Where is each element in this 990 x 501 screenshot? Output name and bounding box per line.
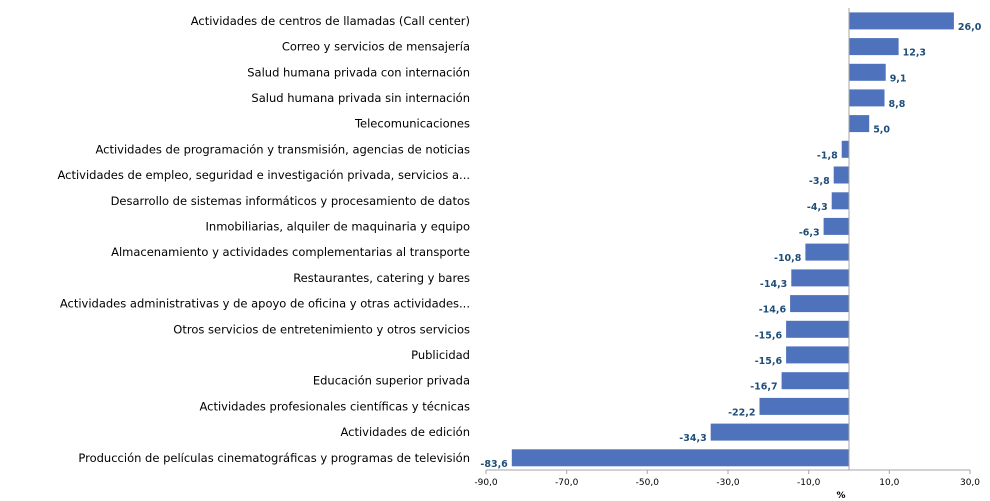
category-label-4: Salud humana privada sin internación (251, 91, 470, 105)
value-label-6: -1,8 (817, 150, 838, 161)
category-label-2: Correo y servicios de mensajería (282, 40, 470, 54)
value-label-13: -15,6 (755, 330, 783, 341)
value-label-12: -14,6 (759, 305, 787, 316)
bar-1 (849, 12, 954, 30)
bar-10 (805, 243, 849, 261)
bar-8 (831, 192, 849, 210)
category-label-3: Salud humana privada con internación (247, 65, 470, 79)
bar-15 (781, 372, 849, 390)
axis-layer (485, 8, 971, 474)
value-label-16: -22,2 (728, 407, 755, 418)
value-label-1: 26,0 (958, 22, 982, 33)
category-label-12: Actividades administrativas y de apoyo d… (60, 297, 470, 311)
value-label-2: 12,3 (903, 48, 926, 59)
category-label-11: Restaurantes, catering y bares (293, 271, 470, 285)
value-label-4: 8,8 (889, 99, 906, 110)
category-label-16: Actividades profesionales científicas y … (199, 399, 470, 413)
category-label-18: Producción de películas cinematográficas… (78, 451, 470, 465)
category-label-5: Telecomunicaciones (354, 117, 470, 131)
category-label-6: Actividades de programación y transmisió… (95, 142, 470, 156)
bars-layer (511, 12, 954, 467)
value-label-17: -34,3 (679, 433, 706, 444)
x-tick-label-5: -10,0 (797, 478, 821, 488)
labels-layer: Actividades de centros de llamadas (Call… (57, 14, 981, 488)
bar-9 (823, 217, 849, 235)
bar-2 (849, 38, 899, 56)
x-tick-label-6: 10,0 (879, 478, 899, 488)
bar-16 (759, 397, 849, 415)
category-label-1: Actividades de centros de llamadas (Call… (191, 14, 470, 28)
value-label-14: -15,6 (755, 356, 783, 367)
value-label-3: 9,1 (890, 73, 907, 84)
category-label-8: Desarrollo de sistemas informáticos y pr… (111, 194, 470, 208)
x-tick-label-2: -70,0 (555, 478, 579, 488)
x-tick-label-4: -30,0 (716, 478, 740, 488)
category-label-14: Publicidad (411, 348, 470, 362)
value-label-8: -4,3 (807, 202, 828, 213)
bar-13 (786, 320, 849, 338)
value-label-15: -16,7 (750, 382, 777, 393)
x-axis-title: % (836, 491, 845, 501)
bar-5 (849, 115, 870, 133)
category-label-15: Educación superior privada (313, 374, 470, 388)
x-tick-label-7: 30,0 (960, 478, 980, 488)
x-tick-label-1: -90,0 (474, 478, 498, 488)
bar-11 (791, 269, 849, 287)
category-label-13: Otros servicios de entretenimiento y otr… (173, 322, 470, 336)
value-label-9: -6,3 (799, 227, 820, 238)
value-label-11: -14,3 (760, 279, 787, 290)
bar-17 (710, 423, 849, 441)
category-label-7: Actividades de empleo, seguridad e inves… (57, 168, 470, 182)
bar-3 (849, 63, 886, 81)
bar-6 (841, 140, 849, 158)
value-label-5: 5,0 (873, 125, 890, 136)
value-label-7: -3,8 (809, 176, 830, 187)
bar-14 (786, 346, 849, 364)
x-tick-label-3: -50,0 (636, 478, 660, 488)
bar-4 (849, 89, 885, 107)
bar-18 (511, 449, 849, 467)
category-label-9: Inmobiliarias, alquiler de maquinaria y … (206, 219, 470, 233)
value-label-18: -83,6 (480, 459, 508, 470)
bar-12 (790, 295, 849, 313)
bar-7 (833, 166, 849, 184)
category-label-10: Almacenamiento y actividades complementa… (111, 245, 470, 259)
value-label-10: -10,8 (774, 253, 802, 264)
category-label-17: Actividades de edición (340, 425, 470, 439)
